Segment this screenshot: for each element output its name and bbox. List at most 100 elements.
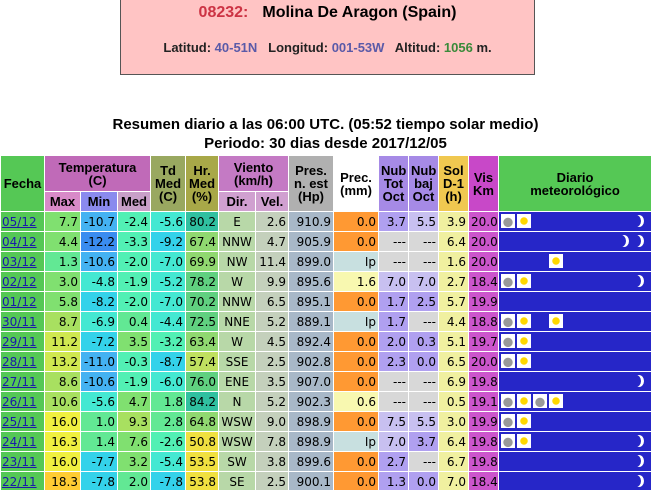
date-link[interactable]: 02/12 <box>2 274 37 289</box>
date-link[interactable]: 03/12 <box>2 254 37 269</box>
sun: 6.4 <box>438 431 470 452</box>
data-row: 30/11 8.7 -6.9 0.4 -4.4 72.5 NNE 5.2 889.1 Ip 1.7-… <box>0 311 651 332</box>
temp-min: -4.8 <box>80 271 118 292</box>
temp-med: 0.4 <box>116 311 152 332</box>
diario-cell <box>498 391 651 412</box>
wind-dir: ENE <box>218 371 257 392</box>
cloud-low: 5.5 <box>408 411 440 432</box>
hr-med: 80.2 <box>185 211 220 232</box>
td-med: -5.6 <box>150 211 187 232</box>
date-link[interactable]: 30/11 <box>2 314 37 329</box>
hr-med: 70.2 <box>185 291 220 312</box>
date-link[interactable]: 01/12 <box>2 294 37 309</box>
temp-max: 16.0 <box>44 451 81 472</box>
visibility: 20.0 <box>468 211 500 232</box>
wind-dir: WSW <box>218 411 257 432</box>
sun: 6.7 <box>438 451 470 472</box>
pressure: 900.1 <box>288 471 335 490</box>
date-link[interactable]: 28/11 <box>2 354 37 369</box>
header-text: Fecha <box>3 176 42 191</box>
cloud-low: 7.0 <box>408 271 440 292</box>
date-cell: 03/12 <box>0 251 45 272</box>
cloud-low: --- <box>408 251 440 272</box>
header-cell: Prec. (mm) <box>333 155 380 212</box>
date-cell: 24/11 <box>0 431 45 452</box>
visibility: 18.4 <box>468 471 500 490</box>
data-row: 23/11 16.0 -7.7 3.2 -5.4 53.5 SW 3.8 899.6 0.0 2.7… <box>0 451 651 472</box>
temp-min: -10.6 <box>80 251 118 272</box>
pressure: 899.0 <box>288 251 335 272</box>
wind-vel: 4.5 <box>255 331 290 352</box>
precip: 0.0 <box>333 371 380 392</box>
weather-icon <box>501 414 516 428</box>
header-cell: Td Med (C) <box>150 155 187 212</box>
temp-med: 3.2 <box>116 451 152 472</box>
temp-max: 13.2 <box>44 351 81 372</box>
precip: 0.0 <box>333 231 380 252</box>
cloud-low: --- <box>408 231 440 252</box>
header-text: Temperatura <box>58 159 137 175</box>
data-row: 26/11 10.6 -5.6 4.7 1.8 84.2 N 5.2 902.3 0.6 --- --… <box>0 391 651 412</box>
header-text: Med <box>189 176 216 191</box>
td-med: -6.0 <box>150 371 187 392</box>
date-link[interactable]: 29/11 <box>2 334 37 349</box>
lon: 001-53W <box>331 40 385 55</box>
station-coords: Latitud: 40-51N Longitud: 001-53W Altitu… <box>121 40 534 55</box>
date-link[interactable]: 05/12 <box>2 214 37 229</box>
moon-icon <box>619 235 629 247</box>
header-text: Hr. <box>193 163 211 178</box>
cloud-low: 2.5 <box>408 291 440 312</box>
date-link[interactable]: 27/11 <box>2 374 37 389</box>
weather-icon <box>501 394 516 408</box>
diario-cell <box>498 271 651 292</box>
date-link[interactable]: 04/12 <box>2 234 37 249</box>
weather-icon <box>517 214 532 228</box>
cloud-total: --- <box>378 251 410 272</box>
data-row: 24/11 16.3 1.4 7.6 -2.6 50.8 WSW 7.8 898.9 Ip 7.0 3… <box>0 431 651 452</box>
data-row: 22/11 18.3 -7.8 2.0 -7.8 53.8 SE 2.5 900.1 0.0 1.3… <box>0 471 651 490</box>
td-med: 1.8 <box>150 391 187 412</box>
wind-vel: 11.4 <box>255 251 290 272</box>
header-text: (C) <box>158 189 178 204</box>
cloud-low: 3.7 <box>408 431 440 452</box>
precip: 0.0 <box>333 291 380 312</box>
pressure: 910.9 <box>288 211 335 232</box>
temp-min: -7.8 <box>80 471 118 490</box>
precip: Ip <box>333 251 380 272</box>
temp-max: 10.6 <box>44 391 81 412</box>
diario-cell <box>498 451 651 472</box>
weather-icon <box>517 414 532 428</box>
td-med: -2.6 <box>150 431 187 452</box>
cloud-low: --- <box>408 391 440 412</box>
td-med: -5.4 <box>150 451 187 472</box>
lat-label: Latitud: <box>163 40 212 55</box>
data-row: 04/12 4.4 -12.2 -3.3 -9.2 67.4 NNW 4.7 905.9 0.0-… <box>0 231 651 252</box>
cloud-total: 7.0 <box>378 271 410 292</box>
td-med: -7.0 <box>150 291 187 312</box>
moon-icon <box>634 215 644 227</box>
weather-icon <box>549 254 564 268</box>
header-cell: Sol D-1 (h) <box>438 155 470 212</box>
precip: Ip <box>333 431 380 452</box>
precip: Ip <box>333 311 380 332</box>
summary-line: Resumen diario a las 06:00 UTC. (05:52 t… <box>112 116 539 133</box>
data-row: 28/11 13.2 -11.0 -0.3 -8.7 57.4 SSE 2.5 902.8 0.0… <box>0 351 651 372</box>
date-link[interactable]: 24/11 <box>2 434 37 449</box>
date-link[interactable]: 23/11 <box>2 454 37 469</box>
weather-icon <box>517 274 532 288</box>
wind-vel: 4.7 <box>255 231 290 252</box>
date-cell: 23/11 <box>0 451 45 472</box>
date-link[interactable]: 22/11 <box>2 474 37 489</box>
date-link[interactable]: 26/11 <box>2 394 37 409</box>
sun: 4.4 <box>438 311 470 332</box>
diario-cell <box>498 471 651 490</box>
moon-icon <box>634 375 644 387</box>
weather-icon <box>517 354 532 368</box>
date-link[interactable]: 25/11 <box>2 414 37 429</box>
header-text: Td <box>160 163 176 178</box>
lon-label: Longitud: <box>268 40 329 55</box>
cloud-total: 1.7 <box>378 311 410 332</box>
sun: 6.4 <box>438 231 470 252</box>
temp-min: -5.6 <box>80 391 118 412</box>
hr-med: 63.4 <box>185 331 220 352</box>
